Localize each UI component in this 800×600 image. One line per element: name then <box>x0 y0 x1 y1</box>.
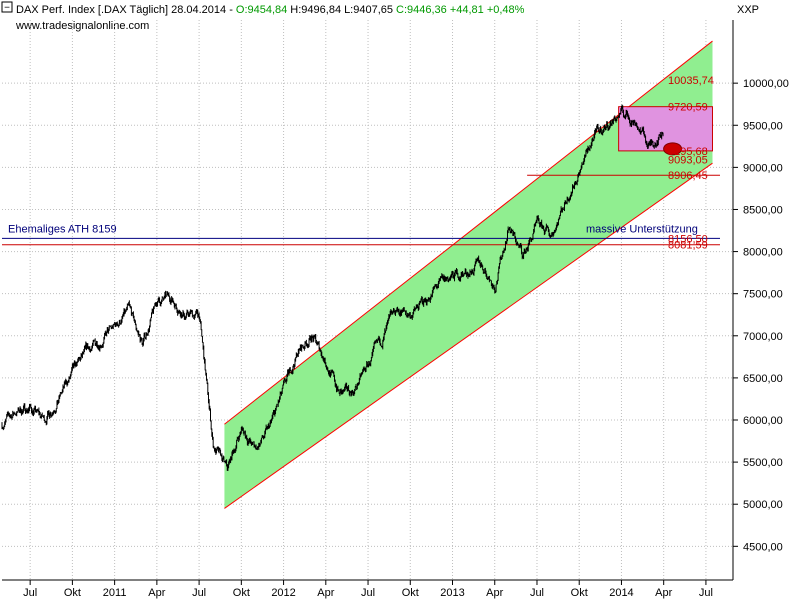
header-open: O:9454,84 <box>236 4 287 16</box>
level-label: 9093,05 <box>668 155 708 167</box>
horizontal-levels <box>2 174 720 246</box>
x-tick-label: 2014 <box>609 587 633 599</box>
x-tick-label: 2011 <box>103 587 127 599</box>
x-tick-label: Okt <box>64 587 81 599</box>
y-tick-label: 5000,00 <box>743 499 783 511</box>
channel-upper-line <box>224 40 713 425</box>
ath-label: Ehemaliges ATH 8159 <box>8 223 117 235</box>
marker-ellipse <box>663 142 683 156</box>
y-tick-label: 7000,00 <box>743 331 783 343</box>
y-tick-label: 8500,00 <box>743 204 783 216</box>
header-high: H:9496,84 <box>290 4 341 16</box>
box-rect <box>618 106 713 152</box>
y-tick-label: 6500,00 <box>743 373 783 385</box>
minus-icon: − <box>4 3 10 14</box>
level-label: 8081,59 <box>668 240 708 252</box>
x-tick-label: Jul <box>530 587 544 599</box>
header-close: C:9446,36 +44,81 +0,48% <box>396 4 525 16</box>
header-low: L:9407,65 <box>344 4 393 16</box>
y-tick-label: 7500,00 <box>743 289 783 301</box>
level-label: 10035,74 <box>668 75 714 87</box>
x-tick-label: Okt <box>571 587 588 599</box>
x-tick-label: Jul <box>361 587 375 599</box>
y-tick-label: 5500,00 <box>743 457 783 469</box>
resistance-box <box>618 106 713 152</box>
y-tick-label: 6000,00 <box>743 415 783 427</box>
support-label: massive Unterstützung <box>586 223 698 235</box>
x-tick-label: Okt <box>402 587 419 599</box>
header-instrument: DAX Perf. Index [.DAX Täglich] 28.04.201… <box>16 4 236 16</box>
grid <box>2 20 733 580</box>
y-tick-label: 9500,00 <box>743 120 783 132</box>
x-tick-label: Apr <box>148 587 165 599</box>
level-label: 8156,50 <box>668 233 708 245</box>
x-tick-label: Okt <box>233 587 250 599</box>
collapse-toggle-icon[interactable] <box>1 1 13 13</box>
x-tick-label: Jul <box>23 587 37 599</box>
level-label: 9720,59 <box>668 102 708 114</box>
marker <box>663 142 683 156</box>
x-tick-label: Apr <box>486 587 503 599</box>
channel-lower-line <box>224 162 713 509</box>
x-tick-label: 2013 <box>440 587 464 599</box>
watermark: www.tradesignalonline.com <box>15 20 149 32</box>
y-tick-label: 9000,00 <box>743 162 783 174</box>
x-axis: Jul Okt 2011 Apr Jul Okt 2012 Apr Jul Okt 2013 Apr J… <box>23 580 713 599</box>
y-tick-label: 10000,00 <box>743 78 789 90</box>
x-tick-label: 2012 <box>271 587 295 599</box>
level-label: 9195,68 <box>668 146 708 158</box>
y-axis: 4500,00 5000,00 5500,00 6000,00 6500,00 7000,… <box>733 78 789 553</box>
exchange-label: XXP <box>737 4 759 16</box>
x-tick-label: Jul <box>699 587 713 599</box>
chart-header: DAX Perf. Index [.DAX Täglich] 28.04.201… <box>16 4 525 16</box>
x-tick-label: Jul <box>192 587 206 599</box>
y-tick-label: 4500,00 <box>743 541 783 553</box>
x-tick-label: Apr <box>655 587 672 599</box>
price-series <box>1 104 664 471</box>
y-tick-label: 8000,00 <box>743 247 783 259</box>
level-label: 8906,45 <box>668 170 708 182</box>
x-tick-label: Apr <box>317 587 334 599</box>
